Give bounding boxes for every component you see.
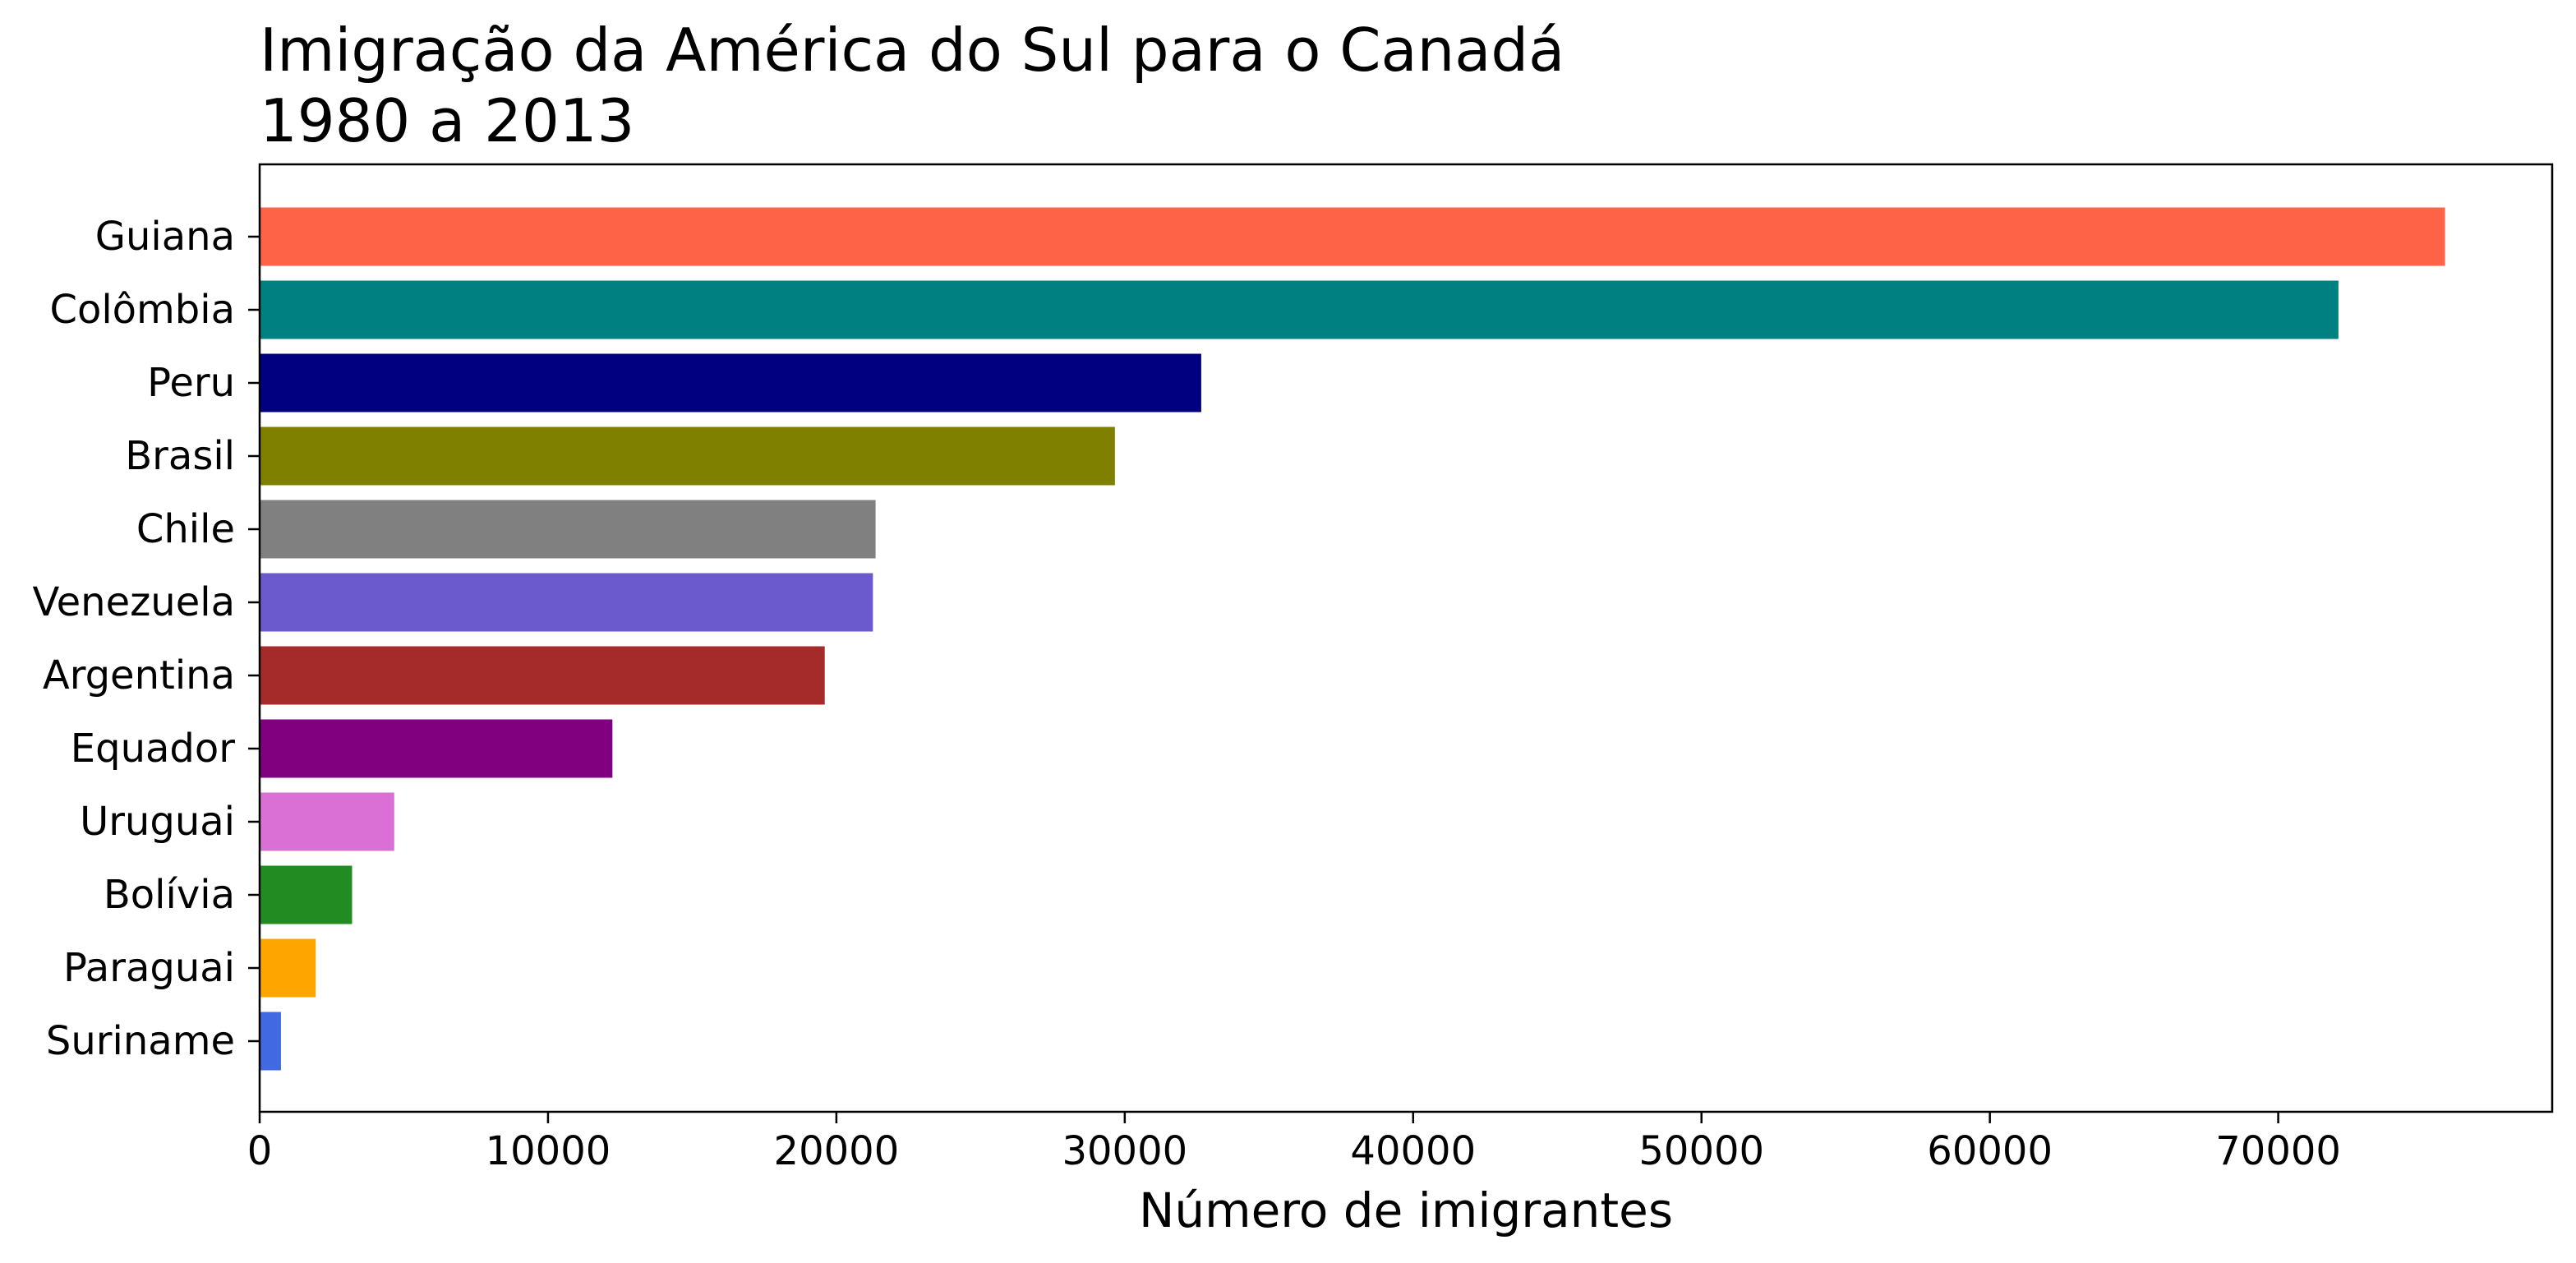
bar-venezuela xyxy=(260,573,873,632)
y-tick-label-peru: Peru xyxy=(147,360,235,406)
y-tick-label-chile: Chile xyxy=(136,506,235,552)
y-tick-label-colombia: Colômbia xyxy=(49,287,235,333)
y-tick-label-brasil: Brasil xyxy=(125,433,235,479)
y-tick-label-uruguai: Uruguai xyxy=(80,799,235,845)
bar-bolivia xyxy=(260,865,353,924)
bars-group xyxy=(260,207,2445,1071)
y-tick-label-venezuela: Venezuela xyxy=(33,579,236,625)
x-tick-label-50000: 50000 xyxy=(1638,1128,1764,1174)
x-tick-label-60000: 60000 xyxy=(1927,1128,2053,1174)
x-tick-label-20000: 20000 xyxy=(774,1128,900,1174)
bar-peru xyxy=(260,353,1201,413)
bar-uruguai xyxy=(260,792,394,851)
x-axis: 0 10000 20000 30000 40000 50000 60000 70000 xyxy=(247,1112,2341,1174)
x-tick-label-40000: 40000 xyxy=(1350,1128,1476,1174)
y-axis: Guiana Colômbia Peru Brasil Chile Venezuela Ar… xyxy=(33,214,260,1064)
y-tick-label-bolivia: Bolívia xyxy=(104,872,235,918)
plot-frame xyxy=(258,163,2554,1113)
chart-title-line-1: Imigração da América do Sul para o Canad… xyxy=(260,16,1564,85)
bar-equador xyxy=(260,719,613,778)
x-tick-label-10000: 10000 xyxy=(486,1128,611,1174)
bar-argentina xyxy=(260,646,825,705)
x-tick-label-30000: 30000 xyxy=(1062,1128,1187,1174)
y-tick-label-equador: Equador xyxy=(71,726,235,772)
y-tick-label-argentina: Argentina xyxy=(43,652,235,698)
bar-guiana xyxy=(260,207,2445,266)
x-tick-label-70000: 70000 xyxy=(2215,1128,2341,1174)
y-tick-label-suriname: Suriname xyxy=(46,1018,235,1064)
bar-chile xyxy=(260,500,876,559)
y-tick-label-paraguai: Paraguai xyxy=(63,945,235,991)
bar-paraguai xyxy=(260,938,316,998)
y-tick-label-guiana: Guiana xyxy=(95,214,235,260)
chart-title-line-2: 1980 a 2013 xyxy=(260,86,634,155)
x-axis-label: Número de imigrantes xyxy=(1139,1182,1673,1238)
bar-colombia xyxy=(260,280,2339,339)
x-tick-label-0: 0 xyxy=(247,1128,273,1174)
bar-suriname xyxy=(260,1012,281,1071)
bar-brasil xyxy=(260,426,1115,486)
